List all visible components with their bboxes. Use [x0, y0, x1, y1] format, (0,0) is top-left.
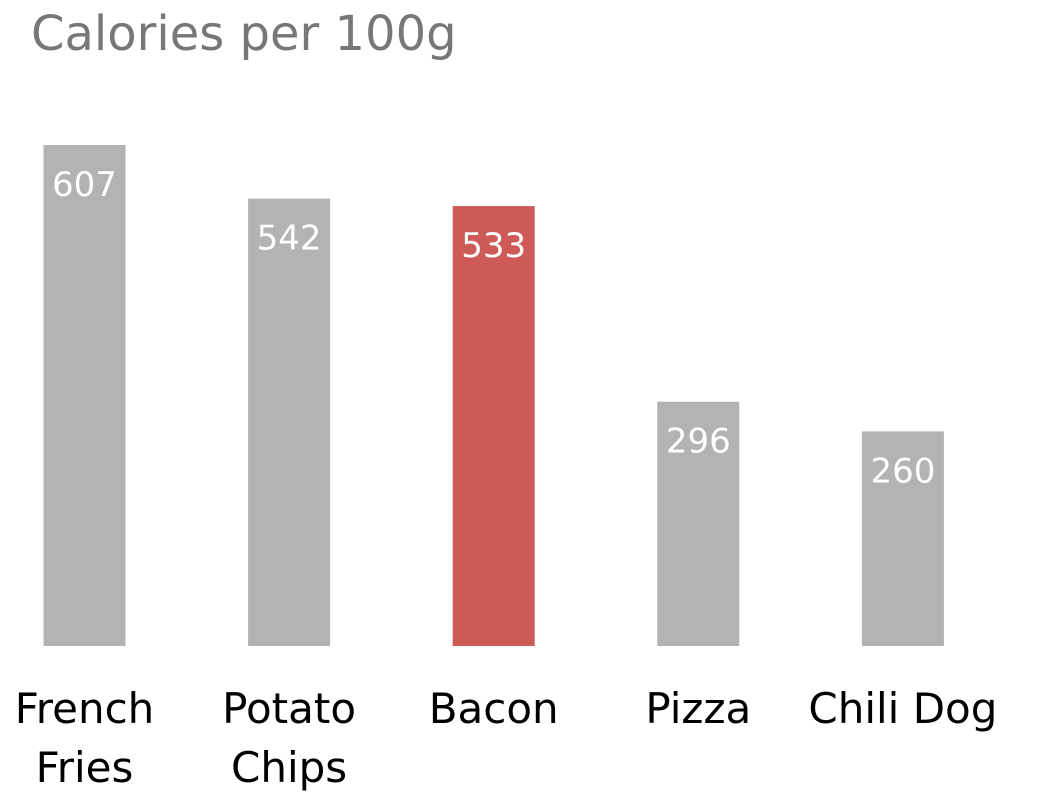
bar-pizza — [657, 401, 740, 646]
category-label-french-fries: French Fries — [15, 684, 155, 792]
value-labels-group: 607 542 533 296 260 — [52, 165, 935, 491]
value-label-potato-chips: 542 — [257, 219, 322, 259]
value-label-chili-dog: 260 — [870, 451, 935, 491]
bars-group — [43, 145, 944, 646]
value-label-pizza: 296 — [666, 422, 731, 462]
value-label-french-fries: 607 — [52, 165, 117, 205]
chart-title: Calories per 100g — [31, 6, 457, 62]
value-label-bacon: 533 — [461, 226, 526, 266]
bar-bacon — [452, 206, 535, 646]
category-label-potato-chips: Potato Chips — [222, 684, 356, 792]
category-labels-group: French Fries Potato Chips Bacon Pizza Chili Do… — [15, 684, 998, 792]
category-label-chili-dog: Chili Dog — [808, 684, 997, 733]
category-label-pizza: Pizza — [645, 684, 751, 733]
category-label-bacon: Bacon — [429, 684, 559, 733]
bar-potato-chips — [248, 198, 331, 646]
bar-chili-dog — [861, 431, 944, 646]
bar-french-fries — [43, 145, 126, 646]
